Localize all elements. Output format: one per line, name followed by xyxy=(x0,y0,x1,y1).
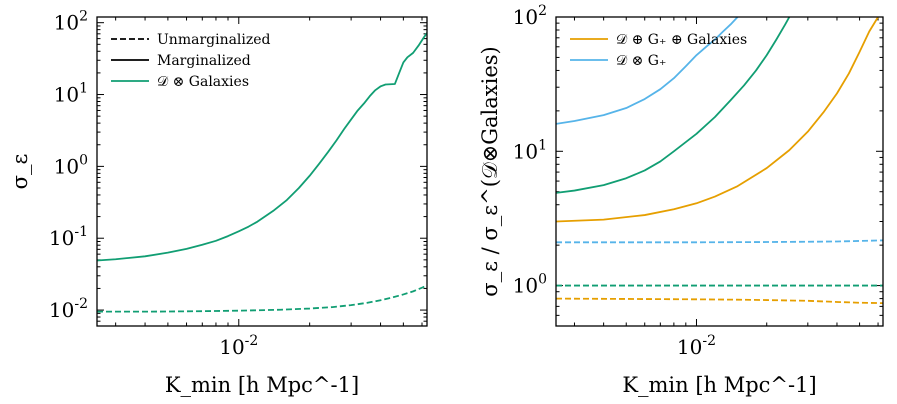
x-axis-label: K_min [h Mpc^-1] xyxy=(165,373,359,397)
plot-frame xyxy=(555,16,884,327)
chart-panel-2: 100 101 102 10-2 K_min [h Mpc^-1] σ_ε / σ_ε^(… xyxy=(478,3,884,397)
series-group xyxy=(97,32,427,313)
legend-label: 𝒟 ⊗ Galaxies xyxy=(157,74,249,90)
legend-label: 𝒟 ⊗ G₊ xyxy=(616,53,666,69)
legend-label: Marginalized xyxy=(157,53,251,69)
legend-label: 𝒟 ⊕ G₊ ⊕ Galaxies xyxy=(616,32,747,48)
y-tick-label: 100 xyxy=(513,272,547,298)
legend: Unmarginalized Marginalized 𝒟 ⊗ Galaxies xyxy=(111,32,271,90)
chart-panel-1: 10-2 10-1 100 101 102 10-2 K_min [h Mpc^-1] σ_ε… xyxy=(8,9,428,397)
plot-frame xyxy=(96,16,428,327)
y-tick-label: 10-2 xyxy=(49,296,88,322)
y-tick-label: 102 xyxy=(54,9,88,35)
y-tick-label: 102 xyxy=(513,3,547,29)
y-tick-label: 10-1 xyxy=(49,224,88,250)
y-tick-label: 101 xyxy=(54,81,88,107)
x-axis-label: K_min [h Mpc^-1] xyxy=(622,373,816,397)
series-line-1 xyxy=(97,32,427,262)
series-line-2 xyxy=(97,284,427,313)
x-tick-label: 10-2 xyxy=(677,333,716,359)
series-line-1 xyxy=(556,17,739,125)
series-group xyxy=(556,17,883,305)
legend-label: Unmarginalized xyxy=(157,32,271,48)
series-line-4 xyxy=(556,239,883,244)
y-axis-label: σ_ε xyxy=(8,154,32,190)
series-line-3 xyxy=(556,17,879,223)
x-tick-label: 10-2 xyxy=(219,333,258,359)
y-tick-label: 100 xyxy=(54,152,88,178)
y-tick-label: 101 xyxy=(513,137,547,163)
series-line-6 xyxy=(556,297,883,305)
series-line-2 xyxy=(556,17,791,194)
y-axis-label: σ_ε / σ_ε^(𝒟⊗Galaxies) xyxy=(478,46,502,297)
legend: 𝒟 ⊕ G₊ ⊕ Galaxies 𝒟 ⊗ G₊ xyxy=(570,32,747,69)
